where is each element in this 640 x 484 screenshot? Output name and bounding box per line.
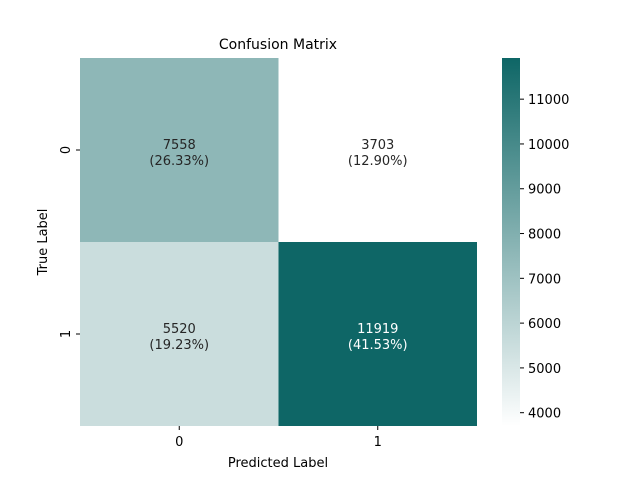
y-axis-ticks: 01 xyxy=(59,146,80,338)
y-tick-label: 0 xyxy=(59,146,74,154)
heatmap-cell xyxy=(80,58,279,242)
heatmap-cells xyxy=(80,58,477,426)
cell-annotation: 11919 (41.53%) xyxy=(348,322,408,353)
cell-annotations: 7558 (26.33%) 3703 (12.90%) 5520 (19.23%) 1191… xyxy=(149,138,407,353)
y-tick-label: 1 xyxy=(59,330,74,338)
colorbar-tick-label: 8000 xyxy=(528,228,561,243)
cell-annotation: 5520 (19.23%) xyxy=(149,322,209,353)
heatmap-cell xyxy=(278,58,477,242)
colorbar-ticks: 4000 5000 6000 7000 8000 9000 10000 11000 xyxy=(520,93,569,422)
x-tick-label: 1 xyxy=(374,435,382,450)
colorbar-tick-label: 7000 xyxy=(528,272,561,287)
colorbar xyxy=(502,58,520,426)
x-axis-label: Predicted Label xyxy=(228,456,328,471)
heatmap-cell xyxy=(80,242,279,426)
colorbar-tick-label: 5000 xyxy=(528,362,561,377)
colorbar-tick-label: 11000 xyxy=(528,93,569,108)
chart-title: Confusion Matrix xyxy=(219,37,337,53)
colorbar-tick-label: 9000 xyxy=(528,183,561,198)
cell-annotation: 3703 (12.90%) xyxy=(348,138,408,169)
y-axis-label: True Label xyxy=(36,209,51,277)
colorbar-tick-label: 10000 xyxy=(528,138,569,153)
x-tick-label: 0 xyxy=(175,435,183,450)
colorbar-tick-label: 6000 xyxy=(528,317,561,332)
heatmap-cell xyxy=(278,242,477,426)
colorbar-tick-label: 4000 xyxy=(528,407,561,422)
cell-annotation: 7558 (26.33%) xyxy=(149,138,209,169)
